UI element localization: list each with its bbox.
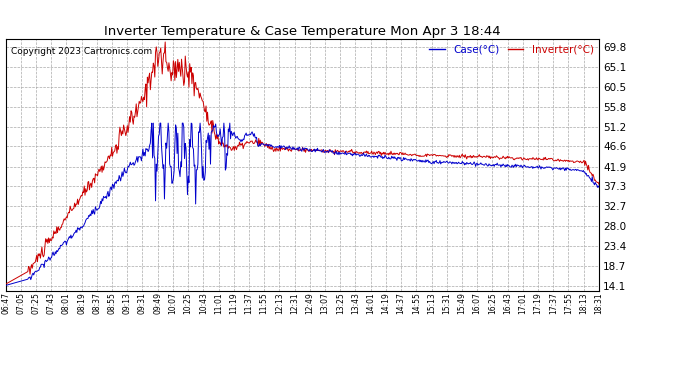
Legend: Case(°C), Inverter(°C): Case(°C), Inverter(°C) — [425, 40, 598, 59]
Text: Copyright 2023 Cartronics.com: Copyright 2023 Cartronics.com — [12, 47, 152, 56]
Title: Inverter Temperature & Case Temperature Mon Apr 3 18:44: Inverter Temperature & Case Temperature … — [104, 25, 500, 38]
